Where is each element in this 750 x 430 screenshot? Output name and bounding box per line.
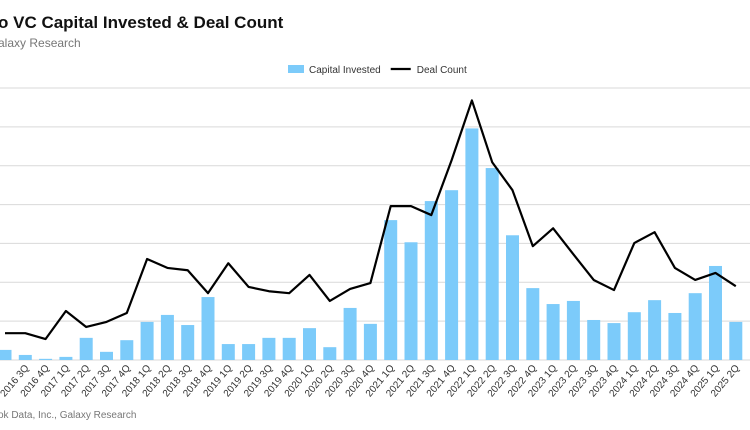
bar: [424, 201, 438, 360]
bar: [221, 344, 235, 360]
bar: [282, 337, 296, 360]
bar: [59, 356, 73, 360]
source-note: ok Data, Inc., Galaxy Research: [0, 410, 136, 421]
bar: [485, 168, 499, 360]
bar: [120, 340, 134, 360]
bar: [445, 190, 459, 360]
bar: [546, 304, 560, 360]
bar: [181, 325, 195, 360]
bar: [607, 323, 621, 360]
legend-label: Capital Invested: [309, 65, 381, 76]
bar: [587, 319, 601, 360]
bar: [506, 235, 519, 360]
bar: [262, 337, 276, 360]
bar: [627, 312, 641, 360]
chart-subtitle: alaxy Research: [0, 36, 81, 50]
bar: [384, 220, 398, 360]
legend-label: Deal Count: [417, 65, 467, 76]
line: [5, 99, 737, 341]
bar: [648, 300, 662, 360]
bar: [709, 265, 722, 360]
bar: [160, 314, 174, 360]
bar: [79, 337, 93, 360]
bar: [668, 312, 682, 360]
bar: [729, 321, 743, 360]
bar: [404, 242, 418, 360]
bar: [18, 354, 32, 360]
bar: [688, 293, 702, 360]
bar: [201, 297, 215, 360]
bar: [39, 358, 53, 360]
bar: [323, 347, 337, 360]
bar: [242, 344, 256, 360]
bar: [465, 128, 479, 360]
bar: [566, 300, 580, 360]
bar: [526, 288, 540, 360]
bar: [343, 307, 357, 360]
bar: [140, 321, 154, 360]
bar: [303, 328, 316, 360]
bar: [100, 351, 113, 360]
bar: [363, 323, 377, 360]
bar: [0, 349, 12, 360]
chart-title: o VC Capital Invested & Deal Count: [0, 13, 284, 32]
legend-swatch: [288, 65, 304, 73]
